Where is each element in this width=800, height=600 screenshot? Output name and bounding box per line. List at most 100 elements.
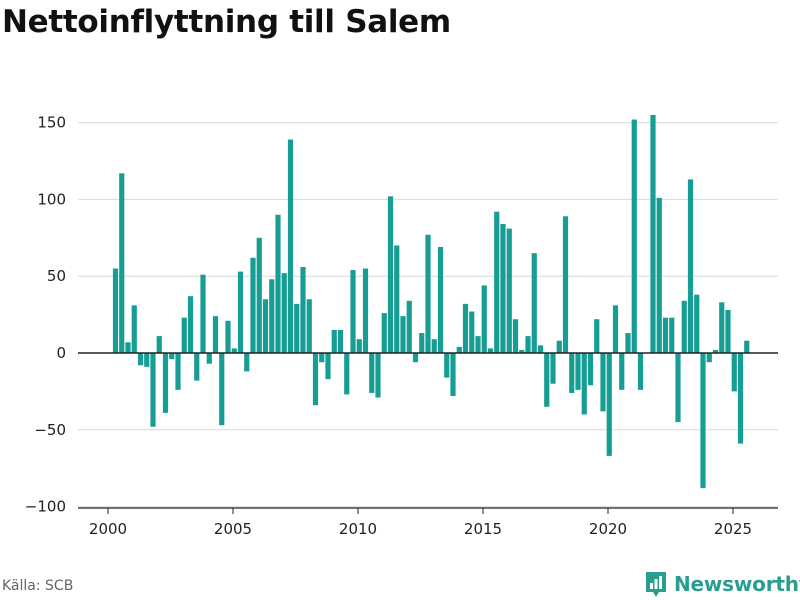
x-tick-label: 2020 [589, 520, 627, 538]
x-tick-label: 2025 [714, 520, 752, 538]
bar [294, 303, 300, 353]
bar [394, 245, 400, 353]
bar [169, 353, 175, 360]
bar [537, 345, 544, 353]
bar [187, 296, 194, 353]
bar [712, 349, 719, 353]
bar [687, 179, 694, 353]
bar [569, 353, 575, 393]
y-tick-label: 100 [37, 190, 66, 208]
y-axis-labels: 150 100 50 0 −50 −100 [25, 114, 66, 516]
bar [400, 316, 406, 353]
newsworthy-logo-icon [646, 572, 666, 597]
bar [581, 353, 587, 415]
brand-logo: Newsworthy [644, 570, 800, 598]
bar [631, 119, 637, 353]
bar [575, 353, 581, 390]
bar [606, 353, 612, 456]
x-tick-label: 2015 [464, 520, 502, 538]
bar [325, 353, 331, 380]
bar [144, 353, 150, 367]
bar [131, 305, 137, 353]
bar [706, 353, 712, 363]
bar [612, 305, 619, 353]
bar [600, 353, 606, 412]
bar [512, 319, 519, 353]
bar [269, 279, 275, 353]
bar [331, 329, 337, 353]
bar [250, 257, 256, 353]
bar [231, 348, 237, 353]
bar [181, 317, 187, 353]
bar [375, 353, 381, 398]
bar [744, 340, 750, 353]
brand-name: Newsworthy [674, 572, 800, 596]
bar [356, 339, 362, 353]
bar [406, 300, 412, 353]
bar [362, 268, 369, 353]
bar [306, 299, 312, 353]
bar [731, 353, 737, 392]
bar [675, 353, 681, 423]
x-tick-label: 2010 [339, 520, 377, 538]
bar [506, 228, 512, 353]
bar [287, 139, 294, 353]
bar [431, 339, 437, 353]
bar [619, 353, 625, 390]
bar [456, 346, 462, 353]
y-tick-label: −50 [34, 421, 66, 439]
bar [531, 253, 537, 353]
source-label: Källa: SCB [2, 578, 74, 594]
bar [419, 333, 425, 353]
bar [206, 353, 212, 364]
bar [262, 299, 269, 353]
x-tick-label: 2000 [89, 520, 127, 538]
bar [281, 273, 287, 353]
bar [137, 353, 144, 366]
bar [550, 353, 556, 384]
bar [656, 197, 662, 353]
bar [700, 353, 706, 489]
bar [119, 173, 125, 353]
bar [312, 353, 319, 406]
bar [487, 348, 494, 353]
bar [737, 353, 744, 444]
bar [156, 336, 162, 353]
bar [150, 353, 156, 427]
bar [694, 294, 700, 353]
bar [369, 353, 375, 393]
bar [519, 349, 525, 353]
bar [337, 329, 344, 353]
bar [275, 214, 281, 353]
y-tick-label: 50 [47, 267, 66, 285]
bar [175, 353, 181, 390]
x-axis: 2000 2005 2010 2015 2020 2025 [78, 507, 778, 538]
bar [387, 196, 394, 353]
bar [625, 333, 631, 353]
bar [544, 353, 550, 407]
bar [437, 247, 444, 353]
y-tick-label: 0 [56, 344, 66, 362]
bar [562, 216, 569, 353]
y-tick-label: 150 [37, 114, 66, 132]
bar [637, 353, 644, 390]
bar [669, 317, 675, 353]
bar [725, 309, 731, 353]
bar [650, 114, 656, 353]
bar [681, 300, 687, 353]
bar [200, 274, 206, 353]
bar [556, 340, 562, 353]
bar [244, 353, 250, 372]
bar [462, 303, 469, 353]
x-tick-label: 2005 [214, 520, 252, 538]
bar [450, 353, 456, 397]
bar [525, 336, 531, 353]
bar [444, 353, 450, 378]
bar [587, 353, 594, 386]
chart-title: Nettoinflyttning till Salem [2, 4, 451, 40]
bar [225, 320, 231, 353]
bar [300, 266, 306, 353]
y-tick-label: −100 [25, 498, 66, 516]
bars [78, 114, 778, 489]
